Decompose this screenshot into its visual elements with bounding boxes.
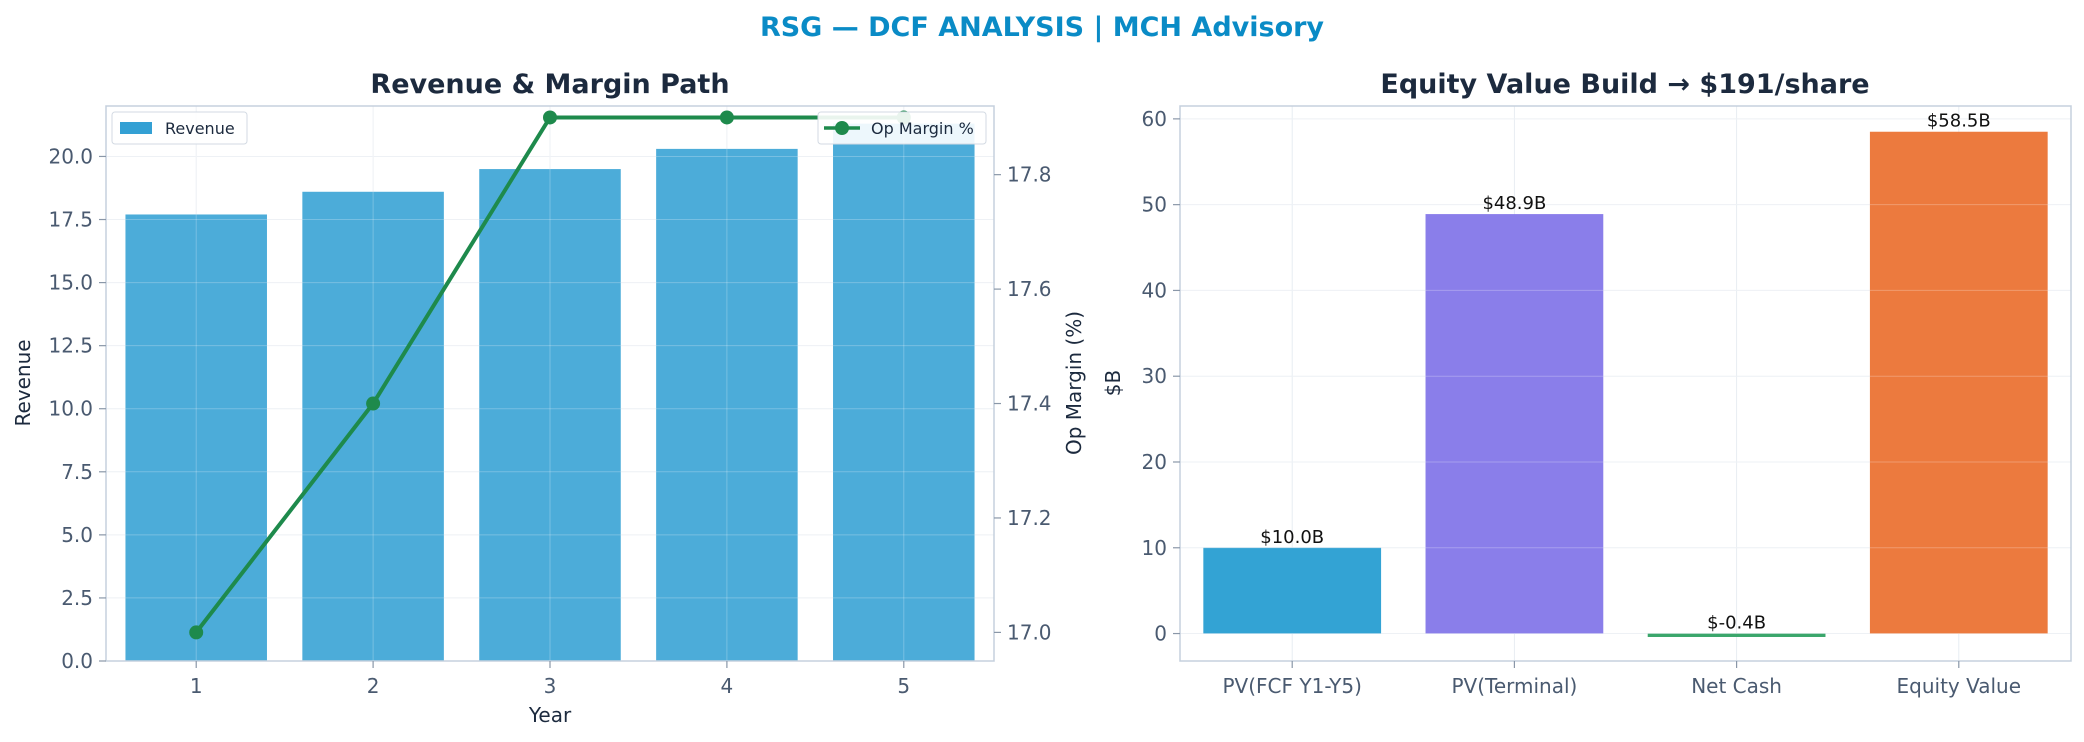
left-y-axis-label: Revenue	[11, 339, 35, 426]
equity-bar	[1869, 131, 2048, 634]
right-y-tick-label: 0	[1154, 622, 1167, 646]
revenue-legend-box	[111, 111, 248, 145]
left-y2-tick-label: 17.2	[1007, 506, 1052, 530]
right-y-ticks: 0 10 20 30 40 50 60	[1142, 107, 1180, 646]
equity-bars	[1180, 118, 2071, 637]
right-x-tick-label: PV(Terminal)	[1451, 674, 1577, 698]
equity-bar-label: $-0.4B	[1707, 613, 1766, 634]
revenue-legend-swatch	[120, 122, 152, 134]
revenue-margin-chart: Revenue & Margin Path 0.02.55.07.510.012…	[11, 69, 1086, 727]
equity-build-chart: Equity Value Build → $191/share $10.0B $4…	[1101, 69, 2072, 698]
left-x-tick-label: 1	[190, 674, 203, 698]
op-margin-point	[366, 396, 381, 411]
revenue-bar	[479, 169, 621, 661]
equity-data-labels: $10.0B $48.9B $-0.4B $58.5B	[1260, 111, 1990, 634]
op-margin-line	[189, 110, 911, 640]
right-x-tick-label: Net Cash	[1691, 674, 1782, 698]
left-x-ticks: 1 2 3 4 5	[190, 661, 910, 698]
left-y-tick-label: 0.0	[61, 649, 93, 673]
equity-bar	[1647, 633, 1826, 637]
revenue-bar	[833, 123, 975, 662]
equity-bar-label: $48.9B	[1482, 193, 1546, 214]
right-plot-frame	[1179, 105, 2072, 662]
equity-bar	[1425, 214, 1604, 634]
left-y-tick-label: 10.0	[48, 397, 93, 421]
right-y-tick-label: 30	[1142, 364, 1167, 388]
right-y-axis-label: $B	[1101, 370, 1125, 396]
figure-title: RSG — DCF ANALYSIS | MCH Advisory	[760, 12, 1324, 43]
right-x-tick-label: PV(FCF Y1-Y5)	[1223, 674, 1362, 698]
op-margin-point	[719, 110, 734, 125]
revenue-bars	[106, 106, 994, 662]
revenue-legend: Revenue	[111, 111, 248, 145]
left-x-tick-label: 4	[721, 674, 734, 698]
left-y2-ticks: 17.0 17.2 17.4 17.6 17.8	[994, 163, 1052, 644]
left-y2-tick-label: 17.6	[1007, 277, 1052, 301]
revenue-bar	[656, 148, 798, 662]
left-y-tick-label: 2.5	[61, 586, 93, 610]
right-y-tick-label: 10	[1142, 536, 1167, 560]
right-y-tick-label: 60	[1142, 107, 1167, 131]
equity-bar-label: $58.5B	[1927, 111, 1991, 132]
left-y2-tick-label: 17.8	[1007, 163, 1052, 187]
left-y2-tick-label: 17.4	[1007, 392, 1052, 416]
left-x-tick-label: 5	[897, 674, 910, 698]
op-margin-point	[543, 110, 557, 125]
op-margin-legend-marker	[835, 121, 849, 135]
op-margin-legend: Op Margin %	[817, 111, 987, 145]
equity-bar-label: $10.0B	[1260, 527, 1324, 548]
left-y-tick-label: 5.0	[61, 523, 93, 547]
left-y-tick-label: 15.0	[48, 271, 93, 295]
right-y-tick-label: 40	[1142, 278, 1167, 302]
revenue-legend-label: Revenue	[165, 119, 235, 138]
right-y-tick-label: 50	[1142, 193, 1167, 217]
left-y-tick-label: 17.5	[48, 208, 93, 232]
op-margin-point	[189, 625, 204, 640]
left-y2-axis-label: Op Margin (%)	[1062, 311, 1086, 455]
left-y-tick-label: 12.5	[48, 334, 93, 358]
right-chart-title: Equity Value Build → $191/share	[1380, 69, 1869, 100]
right-y-tick-label: 20	[1142, 450, 1167, 474]
left-x-tick-label: 3	[544, 674, 557, 698]
left-y-ticks: 0.0 2.5 5.0 7.5 10.0 12.5 15.0 17.5 20.0	[48, 144, 106, 673]
left-x-axis-label: Year	[528, 703, 572, 727]
right-x-tick-label: Equity Value	[1897, 674, 2022, 698]
revenue-bar	[125, 214, 267, 661]
revenue-bar	[302, 191, 444, 662]
left-y-tick-label: 7.5	[61, 460, 93, 484]
op-margin-legend-box	[817, 111, 987, 145]
op-margin-legend-label: Op Margin %	[871, 119, 974, 138]
left-x-tick-label: 2	[367, 674, 380, 698]
left-y2-tick-label: 17.0	[1007, 620, 1052, 644]
right-x-ticks: PV(FCF Y1-Y5) PV(Terminal) Net Cash Equity …	[1223, 661, 2022, 698]
equity-bar	[1203, 547, 1382, 634]
left-y-tick-label: 20.0	[48, 144, 93, 168]
left-chart-title: Revenue & Margin Path	[370, 69, 729, 100]
